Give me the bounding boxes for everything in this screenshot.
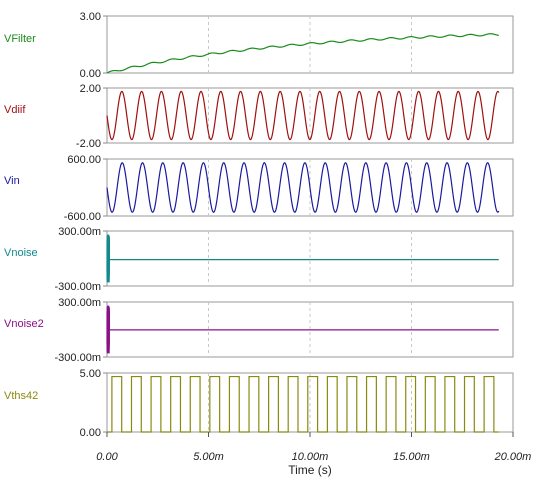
chart-panels: 3.00 0.00 VFilter 2.00 -2.00 Vdiif 600.00 -600.… bbox=[4, 11, 514, 439]
series-line bbox=[106, 33, 499, 74]
panel-vfilter: 3.00 0.00 VFilter bbox=[4, 11, 514, 80]
x-tick-label: 20.00m bbox=[494, 451, 532, 463]
series-label: Vdiif bbox=[4, 104, 26, 116]
series-label: VFilter bbox=[4, 33, 36, 45]
y-tick-label: 0.00 bbox=[80, 427, 101, 439]
x-tick-label: 15.00m bbox=[393, 451, 430, 463]
series-line bbox=[106, 234, 499, 283]
y-tick-label: 2.00 bbox=[80, 83, 101, 95]
y-tick-label: -2.00 bbox=[76, 138, 101, 150]
series-label: Vin bbox=[4, 175, 20, 187]
panel-vnoise: 300.00m -300.00m Vnoise bbox=[4, 226, 514, 293]
series-label: Vths42 bbox=[4, 390, 38, 402]
panel-vnoise2: 300.00m -300.00m Vnoise2 bbox=[4, 297, 514, 364]
x-tick-label: 10.00m bbox=[292, 451, 329, 463]
y-tick-label: 300.00m bbox=[58, 226, 101, 238]
x-tick-label: 5.00m bbox=[193, 451, 224, 463]
y-tick-label: -300.00m bbox=[55, 281, 101, 293]
x-axis-label: Time (s) bbox=[288, 463, 332, 477]
y-tick-label: 300.00m bbox=[58, 297, 101, 309]
x-axis: Time (s) 0.00 5.00m 10.00m 15.00m 20.00m bbox=[96, 432, 531, 477]
series-line bbox=[106, 305, 499, 354]
x-tick-label: 0.00 bbox=[96, 451, 118, 463]
series-label: Vnoise2 bbox=[4, 318, 44, 330]
panel-vdiif: 2.00 -2.00 Vdiif bbox=[4, 83, 514, 150]
y-tick-label: 0.00 bbox=[80, 68, 101, 80]
panel-vin: 600.00 -600.00 Vin bbox=[4, 154, 514, 223]
series-line bbox=[106, 162, 500, 213]
y-tick-label: 600.00 bbox=[67, 154, 101, 166]
y-tick-label: 3.00 bbox=[80, 11, 101, 23]
panel-vths42: 5.00 0.00 Vths42 bbox=[4, 368, 514, 439]
series-line bbox=[107, 375, 499, 433]
y-tick-label: 5.00 bbox=[80, 368, 101, 380]
series-line bbox=[106, 90, 500, 141]
y-tick-label: -600.00 bbox=[64, 211, 101, 223]
series-label: Vnoise bbox=[4, 247, 38, 259]
y-tick-label: -300.00m bbox=[55, 352, 101, 364]
